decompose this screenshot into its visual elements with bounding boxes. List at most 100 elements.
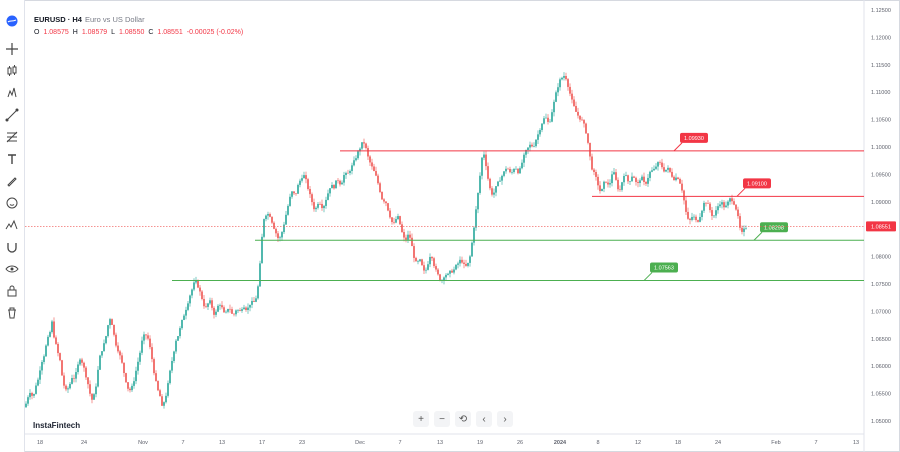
candle-body xyxy=(103,343,105,352)
candle-body xyxy=(737,209,739,217)
candle-body xyxy=(309,188,311,195)
candle-body xyxy=(437,269,439,275)
candle-body xyxy=(67,388,69,390)
magnet-icon[interactable] xyxy=(3,238,21,256)
y-tick-label: 1.06000 xyxy=(871,364,891,370)
candle-body xyxy=(607,182,609,185)
close-value: 1.08551 xyxy=(157,29,183,36)
candle-body xyxy=(227,308,229,312)
candle-body xyxy=(367,148,369,157)
candle-body xyxy=(199,287,201,292)
reset-button[interactable]: ⟲ xyxy=(455,411,471,427)
emoji-icon[interactable] xyxy=(3,194,21,212)
candle-body xyxy=(727,201,729,206)
lock-icon[interactable] xyxy=(3,282,21,300)
candle-body xyxy=(399,216,401,225)
candle-body xyxy=(401,224,403,233)
candle-body xyxy=(237,310,239,311)
candle-body xyxy=(405,237,407,240)
candle-body xyxy=(319,203,321,205)
candle-body xyxy=(149,338,151,348)
symbol-title[interactable]: EURUSD · H4 xyxy=(34,15,82,24)
candle-body xyxy=(277,233,279,239)
y-tick-label: 1.07500 xyxy=(871,282,891,288)
candle-body xyxy=(181,319,183,329)
candle-body xyxy=(561,77,563,80)
candle-body xyxy=(177,336,179,341)
candle-body xyxy=(495,186,497,193)
candle-body xyxy=(397,216,399,220)
candle-body xyxy=(63,375,65,386)
candle-body xyxy=(235,310,237,315)
candle-body xyxy=(307,179,309,189)
candle-body xyxy=(223,307,225,313)
candle-body xyxy=(121,355,123,363)
candle-body xyxy=(191,289,193,296)
candles-icon[interactable] xyxy=(3,62,21,80)
candle-body xyxy=(363,142,365,144)
candle-body xyxy=(745,228,747,229)
candle-body xyxy=(711,210,713,216)
y-tick-label: 1.05500 xyxy=(871,392,891,398)
candle-body xyxy=(299,180,301,185)
candle-body xyxy=(549,121,551,123)
x-tick-label: 26 xyxy=(517,440,523,446)
candle-body xyxy=(523,154,525,163)
close-label: C xyxy=(148,29,154,36)
candle-body xyxy=(147,335,149,339)
candle-body xyxy=(305,175,307,180)
candle-body xyxy=(665,169,667,172)
candle-body xyxy=(349,170,351,174)
candle-body xyxy=(517,168,519,174)
trash-icon[interactable] xyxy=(3,304,21,322)
candle-body xyxy=(433,258,435,267)
candle-body xyxy=(259,263,261,287)
candle-body xyxy=(479,175,481,193)
brush-icon[interactable] xyxy=(3,172,21,190)
candle-body xyxy=(381,191,383,200)
candle-body xyxy=(543,118,545,124)
pattern-icon[interactable] xyxy=(3,216,21,234)
trend-line-icon[interactable] xyxy=(3,106,21,124)
candle-body xyxy=(557,87,559,93)
candle-body xyxy=(29,392,31,398)
candle-body xyxy=(243,307,245,310)
candle-body xyxy=(189,295,191,304)
chart-controls: + − ⟲ ‹ › xyxy=(413,411,513,427)
scroll-forward-button[interactable]: › xyxy=(497,411,513,427)
crosshair-icon[interactable] xyxy=(3,40,21,58)
candle-body xyxy=(403,232,405,238)
candle-body xyxy=(161,396,163,406)
candle-body xyxy=(297,184,299,194)
fib-icon[interactable] xyxy=(3,128,21,146)
level-leader xyxy=(643,272,653,281)
candle-body xyxy=(197,280,199,288)
candle-body xyxy=(257,286,259,299)
candle-body xyxy=(279,237,281,239)
zoom-in-button[interactable]: + xyxy=(413,411,429,427)
candle-body xyxy=(267,214,269,216)
candle-body xyxy=(135,370,137,382)
candle-body xyxy=(697,220,699,222)
candle-body xyxy=(689,218,691,220)
candle-body xyxy=(659,162,661,163)
candle-body xyxy=(587,133,589,143)
candle-body xyxy=(71,378,73,384)
candle-body xyxy=(353,160,355,166)
candle-body xyxy=(217,305,219,312)
indicator-icon[interactable] xyxy=(3,84,21,102)
text-icon[interactable] xyxy=(3,150,21,168)
zoom-out-button[interactable]: − xyxy=(434,411,450,427)
eye-icon[interactable] xyxy=(3,260,21,278)
scroll-back-button[interactable]: ‹ xyxy=(476,411,492,427)
candle-body xyxy=(455,264,457,270)
candle-body xyxy=(425,269,427,271)
app-logo-icon[interactable] xyxy=(3,12,21,30)
candle-body xyxy=(503,171,505,176)
candle-body xyxy=(385,201,387,204)
y-tick-label: 1.11000 xyxy=(871,90,890,96)
candle-body xyxy=(129,388,131,391)
candle-body xyxy=(601,188,603,192)
x-tick-label: 7 xyxy=(181,440,184,446)
